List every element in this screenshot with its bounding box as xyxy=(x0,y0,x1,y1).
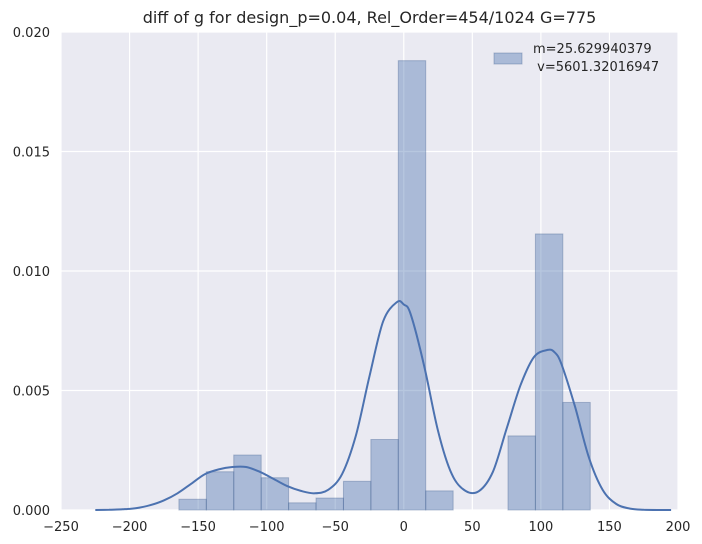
histogram-bars xyxy=(178,60,591,511)
x-tick-label: 150 xyxy=(597,520,622,535)
y-tick-label: 0.005 xyxy=(13,385,50,400)
grid-lines xyxy=(60,31,679,511)
y-axis-ticks: 0.000 0.005 0.010 0.015 0.020 xyxy=(13,26,50,519)
histogram-bar xyxy=(397,60,427,511)
histogram-bar xyxy=(507,435,536,511)
histogram-bar xyxy=(178,498,207,511)
y-tick-label: 0.015 xyxy=(13,146,50,161)
histogram-bar xyxy=(425,490,454,511)
histogram-bar xyxy=(233,454,262,511)
y-tick-label: 0.000 xyxy=(13,504,50,519)
legend-swatch xyxy=(493,52,523,65)
x-tick-label: −150 xyxy=(180,520,216,535)
y-tick-label: 0.020 xyxy=(13,26,50,41)
y-tick-label: 0.010 xyxy=(13,265,50,280)
x-tick-label: −50 xyxy=(322,520,349,535)
legend: m=25.629940379 v=5601.32016947 xyxy=(493,42,659,75)
x-tick-label: −250 xyxy=(43,520,79,535)
histogram-bar xyxy=(534,233,564,511)
histogram-bar xyxy=(562,401,591,511)
histogram-bar xyxy=(370,438,399,511)
histogram-bar xyxy=(205,471,235,511)
legend-label-line1: m=25.629940379 xyxy=(533,42,652,57)
histogram-bar xyxy=(288,502,317,511)
kde-curve xyxy=(95,300,672,511)
x-tick-label: 50 xyxy=(464,520,481,535)
histogram-bar xyxy=(315,497,344,511)
histogram-bar xyxy=(342,480,372,511)
x-tick-label: −100 xyxy=(249,520,285,535)
histogram-bar xyxy=(260,477,290,511)
x-tick-label: 100 xyxy=(528,520,553,535)
x-axis-ticks: −250 −200 −150 −100 −50 0 50 100 150 200 xyxy=(43,520,690,535)
x-tick-label: 0 xyxy=(400,520,408,535)
chart-title: diff of g for design_p=0.04, Rel_Order=4… xyxy=(143,8,597,28)
x-tick-label: 200 xyxy=(666,520,691,535)
legend-label-line2: v=5601.32016947 xyxy=(533,60,659,75)
x-tick-label: −200 xyxy=(112,520,148,535)
